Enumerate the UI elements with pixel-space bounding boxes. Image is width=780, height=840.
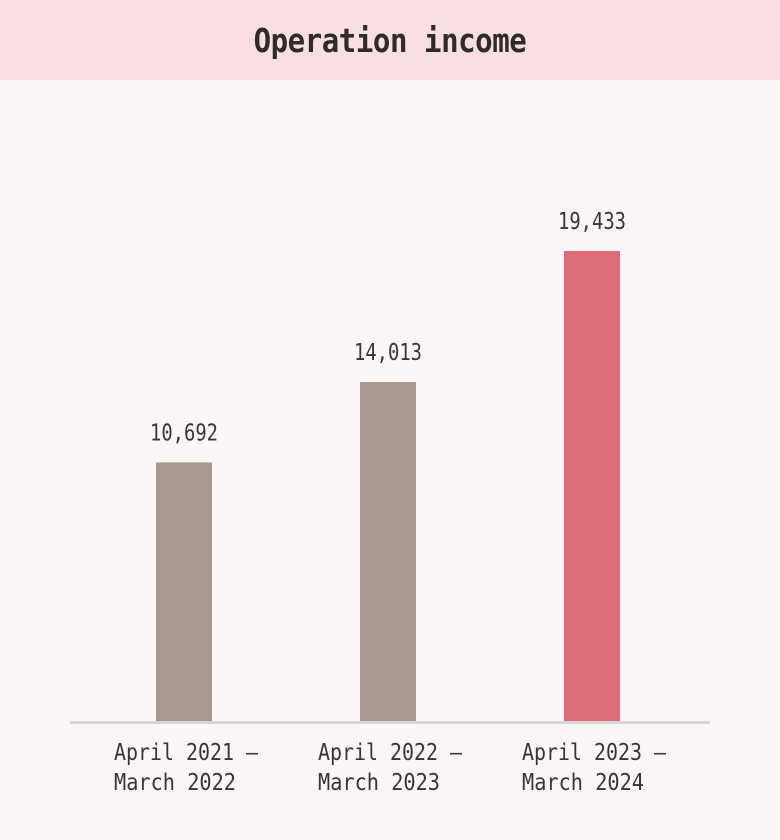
category-label-1-line-2: March 2022 bbox=[114, 770, 236, 796]
category-label-1-line-1: April 2021 – bbox=[114, 740, 258, 766]
chart-title: Operation income bbox=[253, 20, 527, 60]
value-label-2: 14,013 bbox=[354, 340, 422, 366]
category-label-3-line-1: April 2023 – bbox=[522, 740, 666, 766]
labels-group: 10,692 April 2021 – March 2022 14,013 April … bbox=[114, 209, 666, 796]
bar-1 bbox=[156, 462, 212, 721]
bar-chart: 10,692 April 2021 – March 2022 14,013 April … bbox=[70, 209, 710, 796]
value-label-3: 19,433 bbox=[558, 209, 626, 235]
bars-group bbox=[156, 250, 620, 721]
bar-2 bbox=[360, 382, 416, 721]
category-label-2-line-1: April 2022 – bbox=[318, 740, 462, 766]
category-label-3-line-2: March 2024 bbox=[522, 770, 644, 796]
value-label-1: 10,692 bbox=[150, 420, 218, 446]
category-label-2-line-2: March 2023 bbox=[318, 770, 440, 796]
bar-3 bbox=[564, 250, 620, 721]
chart-header: Operation income bbox=[0, 0, 780, 80]
